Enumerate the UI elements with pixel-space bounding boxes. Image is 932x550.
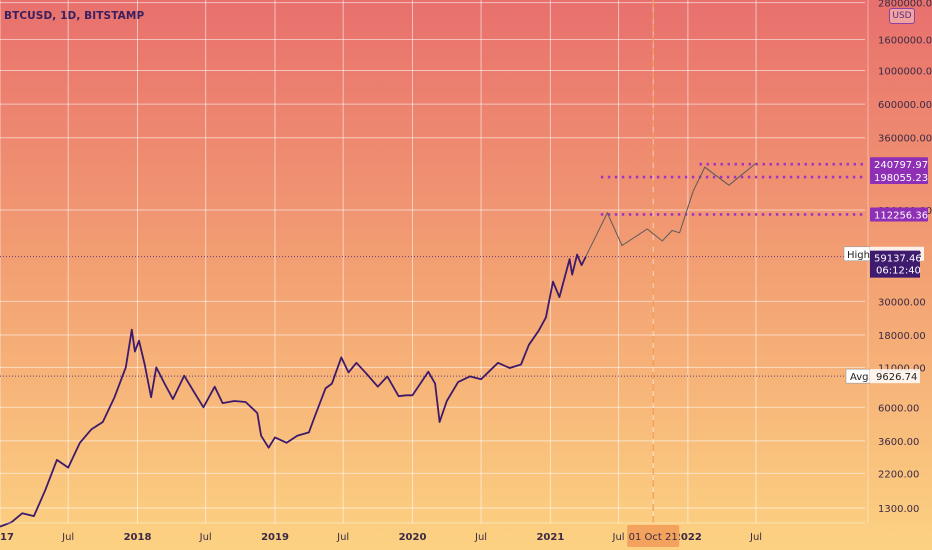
y-tick-label: 3600.00 [878, 437, 919, 448]
y-tick-label: 18000.00 [878, 331, 926, 342]
avg-value-bg [870, 369, 920, 384]
y-tick-label: 1600000.00 [878, 36, 932, 47]
x-tick-label: 2022 [674, 532, 702, 543]
high-tag: High [847, 250, 870, 261]
y-tick-label: 2200.00 [878, 469, 919, 480]
x-tick-label: Jul [61, 532, 74, 543]
x-tick-label: 2021 [536, 532, 564, 543]
date-marker-label: 01 Oct 21 [629, 532, 678, 543]
target-level-label: 198055.23 [874, 173, 928, 184]
y-tick-label: 1300.00 [878, 504, 919, 515]
projection-path [585, 162, 757, 257]
y-tick-label: 30000.00 [878, 297, 926, 308]
avg-value-label: 9626.74 [876, 372, 917, 383]
x-tick-label: Jul [749, 532, 762, 543]
x-tick-label: Jul [199, 532, 212, 543]
price-series-line [0, 253, 587, 528]
x-tick-label: Jul [336, 532, 349, 543]
y-tick-label: 1000000.00 [878, 66, 932, 77]
countdown-label: 06:12:40 [876, 266, 921, 277]
current-price-bg [870, 250, 920, 278]
currency-button[interactable]: USD [889, 8, 915, 24]
y-tick-label: 2800000.00 [878, 0, 932, 10]
y-tick-label: 11000.00 [878, 363, 926, 374]
target-level-label-bg [870, 170, 928, 185]
target-level-label-bg [870, 207, 928, 222]
x-tick-label: Jul [612, 532, 625, 543]
target-level-label: 240797.97 [874, 160, 928, 171]
x-tick-label: 2017 [0, 532, 14, 543]
y-tick-label: 6000.00 [878, 403, 919, 414]
x-tick-label: 2018 [124, 532, 152, 543]
date-marker-label-bg [627, 525, 680, 547]
target-level-label: 112256.36 [874, 210, 928, 221]
current-price-label: 59137.46 [874, 254, 922, 265]
x-tick-label: 2019 [261, 532, 289, 543]
y-tick-label: 360000.00 [878, 134, 932, 145]
y-tick-label: 600000.00 [878, 100, 932, 111]
symbol-title: BTCUSD, 1D, BITSTAMP [4, 10, 145, 22]
avg-tag: Avg [850, 372, 869, 383]
x-tick-label: Jul [474, 532, 487, 543]
x-tick-label: 2020 [399, 532, 427, 543]
target-level-label-bg [870, 157, 928, 172]
